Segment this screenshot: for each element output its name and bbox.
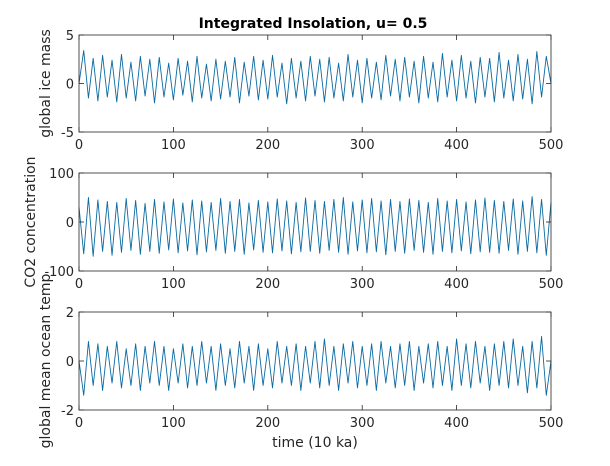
plot-area xyxy=(79,173,551,271)
y-tick-label: 5 xyxy=(66,29,74,44)
x-tick-label: 100 xyxy=(161,416,186,431)
x-tick-label: 500 xyxy=(539,416,564,431)
y-axis-label: CO2 concentration xyxy=(23,156,39,287)
series-line-1 xyxy=(78,196,552,257)
x-tick-label: 0 xyxy=(75,416,83,431)
x-tick-label: 0 xyxy=(75,277,83,292)
series-line-1 xyxy=(78,336,552,396)
y-tick-label: 100 xyxy=(49,167,74,182)
x-tick-label: 300 xyxy=(350,277,375,292)
series-line-1 xyxy=(78,50,552,105)
x-tick-label: 400 xyxy=(444,416,469,431)
x-tick-label: 200 xyxy=(255,416,280,431)
x-tick-label: 400 xyxy=(444,138,469,153)
y-tick-label: 0 xyxy=(66,216,74,231)
x-tick-label: 500 xyxy=(539,138,564,153)
x-tick-label: 200 xyxy=(255,277,280,292)
x-tick-label: 0 xyxy=(75,138,83,153)
y-tick-label: 0 xyxy=(66,78,74,93)
x-axis-label: time (10 ka) xyxy=(272,435,358,451)
y-axis-label: global mean ocean temp xyxy=(38,274,54,449)
x-tick-label: 300 xyxy=(350,416,375,431)
x-tick-label: 200 xyxy=(255,138,280,153)
y-tick-label: -2 xyxy=(61,404,74,419)
x-tick-label: 500 xyxy=(539,277,564,292)
x-tick-label: 100 xyxy=(161,138,186,153)
y-axis-label: global ice mass xyxy=(38,29,54,138)
y-tick-label: -5 xyxy=(61,126,74,141)
y-tick-label: -100 xyxy=(44,265,74,280)
plot-area xyxy=(79,312,551,410)
x-tick-label: 400 xyxy=(444,277,469,292)
chart-title: Integrated Insolation, u= 0.5 xyxy=(199,16,428,32)
y-tick-label: 2 xyxy=(66,306,74,321)
plot-area xyxy=(79,35,551,132)
y-tick-label: 0 xyxy=(66,355,74,370)
x-tick-label: 300 xyxy=(350,138,375,153)
x-tick-label: 100 xyxy=(161,277,186,292)
